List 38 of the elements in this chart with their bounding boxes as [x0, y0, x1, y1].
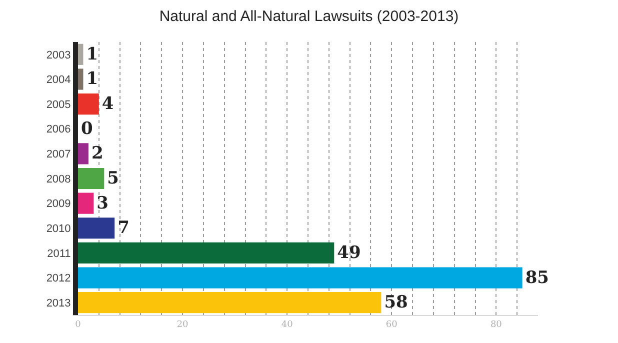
data-label: 2: [91, 144, 104, 164]
y-tick-label: 2004: [46, 74, 71, 86]
x-tick-label: 20: [176, 320, 189, 330]
y-tick-label: 2011: [47, 248, 71, 260]
bar: [78, 44, 84, 65]
y-tick-label: 2005: [46, 98, 71, 111]
bar: [78, 242, 334, 264]
y-tick-label: 2013: [46, 297, 71, 310]
x-tick-label: 40: [281, 320, 294, 330]
y-tick-label: 2007: [46, 148, 71, 161]
y-tick-label: 2010: [46, 222, 71, 235]
bar: [78, 143, 88, 164]
chart-title: Natural and All-Natural Lawsuits (2003-2013): [159, 8, 459, 25]
x-tick-label: 80: [490, 320, 502, 330]
bar: [78, 94, 99, 115]
data-label: 5: [107, 168, 119, 188]
y-tick-label: 2012: [46, 272, 71, 285]
bar: [78, 218, 115, 239]
y-tick-label: 2003: [46, 49, 71, 62]
y-tick-label: 2008: [46, 173, 71, 186]
data-label: 58: [384, 292, 408, 313]
y-tick-label: 2006: [46, 124, 71, 136]
bar: [78, 168, 104, 190]
bar: [78, 192, 94, 214]
data-label: 4: [102, 94, 114, 114]
bar: [78, 267, 522, 288]
data-label: 7: [118, 218, 130, 238]
x-tick-label: 0: [75, 320, 82, 330]
data-label: 85: [525, 268, 549, 288]
data-label: 49: [337, 242, 361, 263]
bar: [78, 292, 382, 314]
x-tick-label: 60: [386, 320, 398, 330]
data-label: 0: [81, 118, 93, 139]
data-label: 1: [86, 44, 98, 64]
data-label: 1: [86, 69, 98, 90]
data-label: 3: [96, 193, 109, 214]
y-tick-label: 2009: [46, 198, 71, 210]
bar: [78, 68, 84, 90]
